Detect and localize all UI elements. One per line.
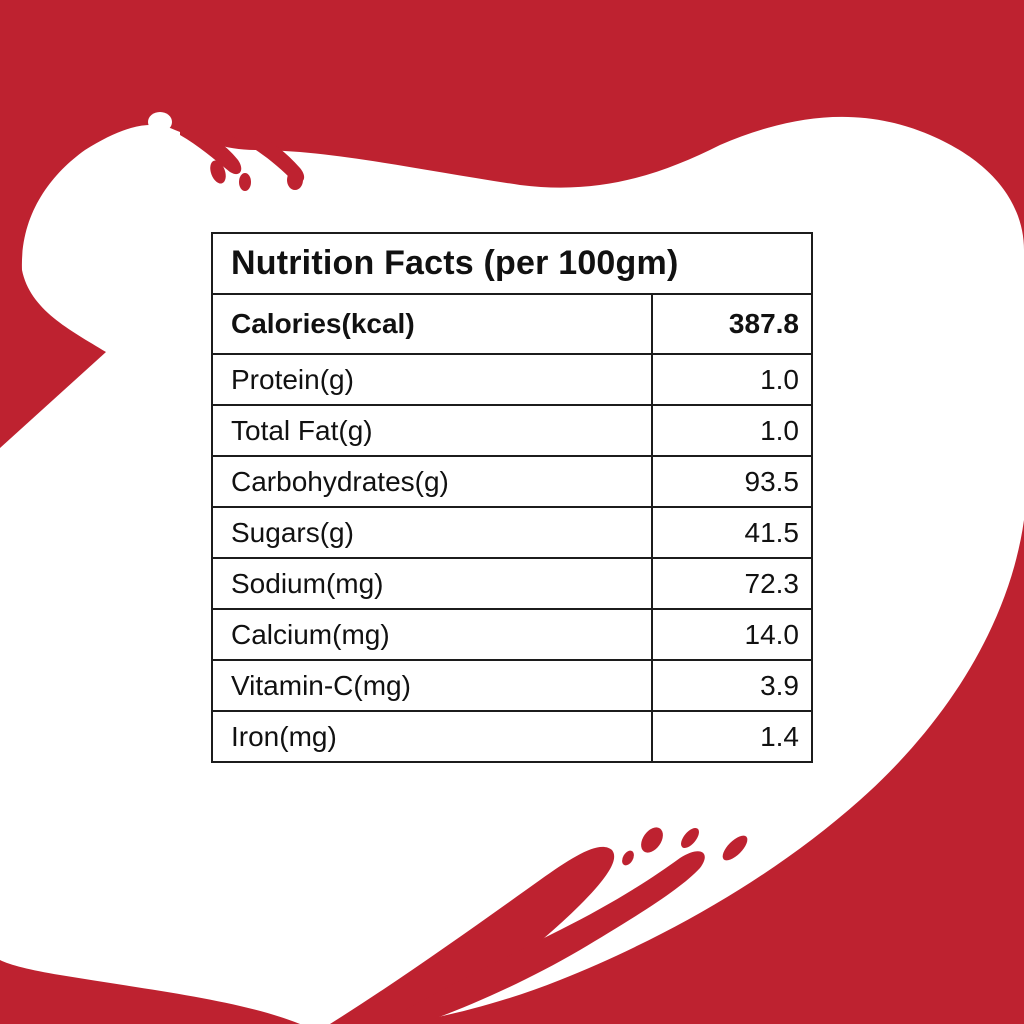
nutrient-label: Calories(kcal) (211, 293, 653, 355)
red-splash-streak (330, 846, 615, 1024)
nutrient-value: 1.4 (651, 710, 813, 763)
nutrient-value: 93.5 (651, 455, 813, 508)
table-header-row: Nutrition Facts (per 100gm) (211, 232, 813, 295)
red-droplet (681, 828, 699, 848)
nutrient-label: Sodium(mg) (211, 557, 653, 610)
red-droplet (210, 160, 226, 184)
table-row: Total Fat(g) 1.0 (211, 404, 813, 457)
nutrient-value: 72.3 (651, 557, 813, 610)
red-drip (230, 125, 305, 183)
red-droplet (722, 835, 748, 861)
red-droplet (239, 173, 251, 191)
red-droplet (641, 827, 663, 853)
table-row: Sodium(mg) 72.3 (211, 557, 813, 610)
red-splash-streak-2 (380, 851, 705, 1024)
nutrient-label: Carbohydrates(g) (211, 455, 653, 508)
nutrient-label: Calcium(mg) (211, 608, 653, 661)
nutrient-label: Sugars(g) (211, 506, 653, 559)
white-droplet (148, 112, 172, 132)
red-drip (180, 125, 242, 175)
nutrient-value: 1.0 (651, 353, 813, 406)
nutrient-value: 1.0 (651, 404, 813, 457)
nutrient-label: Vitamin-C(mg) (211, 659, 653, 712)
nutrient-value: 41.5 (651, 506, 813, 559)
table-row: Calcium(mg) 14.0 (211, 608, 813, 661)
red-droplet (622, 850, 634, 866)
table-row: Iron(mg) 1.4 (211, 710, 813, 763)
nutrient-label: Protein(g) (211, 353, 653, 406)
red-droplet (287, 170, 303, 190)
nutrient-value: 387.8 (651, 293, 813, 355)
table-row: Sugars(g) 41.5 (211, 506, 813, 559)
nutrition-facts-table: Nutrition Facts (per 100gm) Calories(kca… (211, 232, 813, 763)
nutrient-value: 14.0 (651, 608, 813, 661)
table-row: Calories(kcal) 387.8 (211, 293, 813, 355)
table-row: Carbohydrates(g) 93.5 (211, 455, 813, 508)
nutrient-label: Iron(mg) (211, 710, 653, 763)
table-row: Protein(g) 1.0 (211, 353, 813, 406)
table-title: Nutrition Facts (per 100gm) (211, 232, 813, 295)
table-row: Vitamin-C(mg) 3.9 (211, 659, 813, 712)
nutrient-value: 3.9 (651, 659, 813, 712)
nutrient-label: Total Fat(g) (211, 404, 653, 457)
